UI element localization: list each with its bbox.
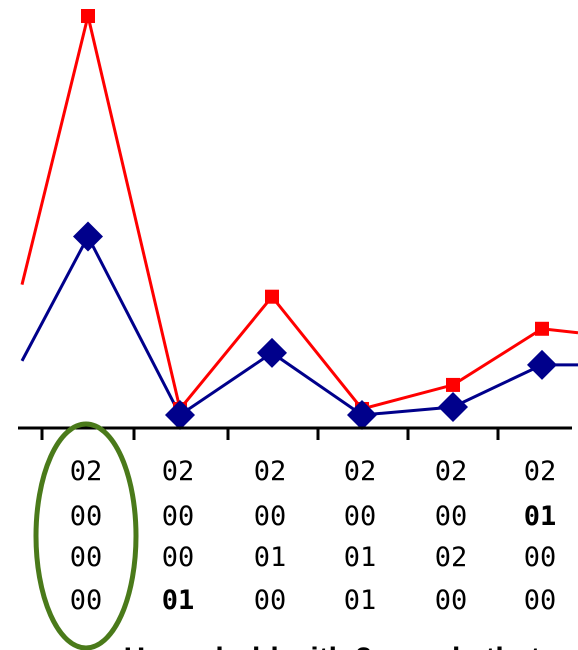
x-tick-label-2-row-3: 00 bbox=[162, 542, 195, 573]
x-tick-label-1-row-4: 00 bbox=[70, 585, 103, 616]
x-tick-label-2-row-1: 02 bbox=[162, 456, 195, 487]
x-tick-label-4-row-3: 01 bbox=[344, 542, 377, 573]
x-tick-label-1-row-1: 02 bbox=[70, 456, 103, 487]
series-2-point-1 bbox=[73, 221, 103, 252]
series-1-point-1 bbox=[81, 9, 95, 23]
series-1-point-5 bbox=[446, 377, 460, 392]
x-tick-labels: 02 00 00 00 02 00 00 01 02 00 01 00 02 00 01 01 02 00 02 00… bbox=[70, 456, 557, 616]
x-tick-label-4-row-2: 00 bbox=[344, 501, 377, 532]
series-2-point-5 bbox=[438, 391, 468, 422]
series-1-point-3 bbox=[265, 289, 279, 304]
series-line-2 bbox=[20, 233, 578, 418]
x-tick-label-5-row-2: 00 bbox=[435, 501, 468, 532]
series-2-point-6 bbox=[527, 349, 557, 380]
x-tick-label-5-row-4: 00 bbox=[435, 585, 468, 616]
series-2-point-4 bbox=[347, 399, 377, 430]
series-line-1 bbox=[20, 15, 578, 413]
x-tick-label-1-row-2: 00 bbox=[70, 501, 103, 532]
x-tick-label-6-row-2: 01 bbox=[524, 501, 557, 532]
x-tick-label-1-row-3: 00 bbox=[70, 542, 103, 573]
x-tick-label-3-row-4: 00 bbox=[254, 585, 287, 616]
x-tick-label-6-row-4: 00 bbox=[524, 585, 557, 616]
x-tick-label-6-row-3: 00 bbox=[524, 542, 557, 573]
x-tick-label-4-row-4: 01 bbox=[344, 585, 377, 616]
series-layer bbox=[20, 9, 578, 430]
x-tick-label-3-row-3: 01 bbox=[254, 542, 287, 573]
x-tick-label-5-row-1: 02 bbox=[435, 456, 468, 487]
x-tick-label-3-row-1: 02 bbox=[254, 456, 287, 487]
series-1-point-6 bbox=[535, 321, 549, 336]
x-tick-label-2-row-4: 01 bbox=[162, 585, 195, 616]
highlight-ellipse bbox=[33, 421, 139, 650]
series-2-point-2 bbox=[165, 399, 195, 430]
x-tick-label-6-row-1: 02 bbox=[524, 456, 557, 487]
x-tick-label-4-row-1: 02 bbox=[344, 456, 377, 487]
caption: Household with 2 people that bbox=[124, 642, 541, 650]
series-2-point-3 bbox=[257, 337, 287, 368]
x-tick-label-5-row-3: 02 bbox=[435, 542, 468, 573]
x-tick-label-3-row-2: 00 bbox=[254, 501, 287, 532]
x-ticks bbox=[40, 428, 500, 440]
x-tick-label-2-row-2: 00 bbox=[162, 501, 195, 532]
